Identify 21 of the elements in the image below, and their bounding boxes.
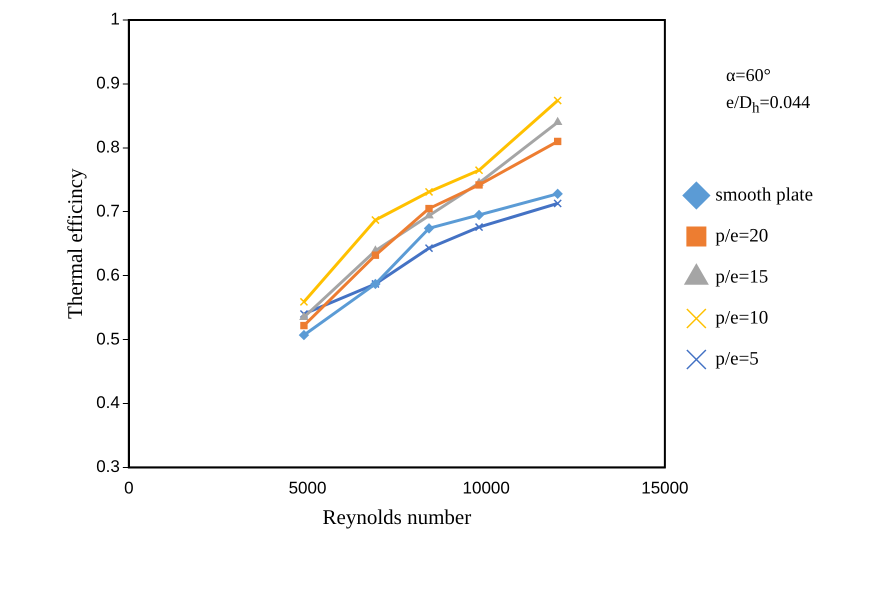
legend-label: p/e=5 [715, 348, 759, 370]
y-tick-label: 1 [110, 10, 120, 29]
text: α=60° [726, 64, 772, 87]
x-tick-label: 5000 [288, 478, 326, 498]
x-axis-title: Reynolds number [322, 504, 472, 529]
y-tick-label: 0.8 [96, 138, 120, 157]
y-tick-label: 0.3 [96, 457, 120, 476]
x-tick-label: 10000 [462, 478, 510, 498]
y-tick-label: 0.7 [96, 201, 120, 220]
legend-label: p/e=10 [715, 307, 768, 328]
x-tick-label: 15000 [641, 478, 689, 498]
y-tick-label: 0.5 [96, 329, 120, 348]
legend-label: p/e=15 [715, 266, 768, 288]
y-tick-label: 0.4 [96, 393, 120, 412]
x-tick-label: 0 [124, 478, 134, 498]
legend-label: p/e=20 [715, 225, 768, 246]
y-tick-label: 0.6 [96, 265, 120, 284]
legend-label: smooth plate [715, 184, 814, 206]
text: e/D$_{h}$=0.044 [726, 91, 810, 119]
y-axis-title: Thermal efficincy [63, 168, 88, 320]
y-tick-label: 0.9 [96, 74, 120, 93]
